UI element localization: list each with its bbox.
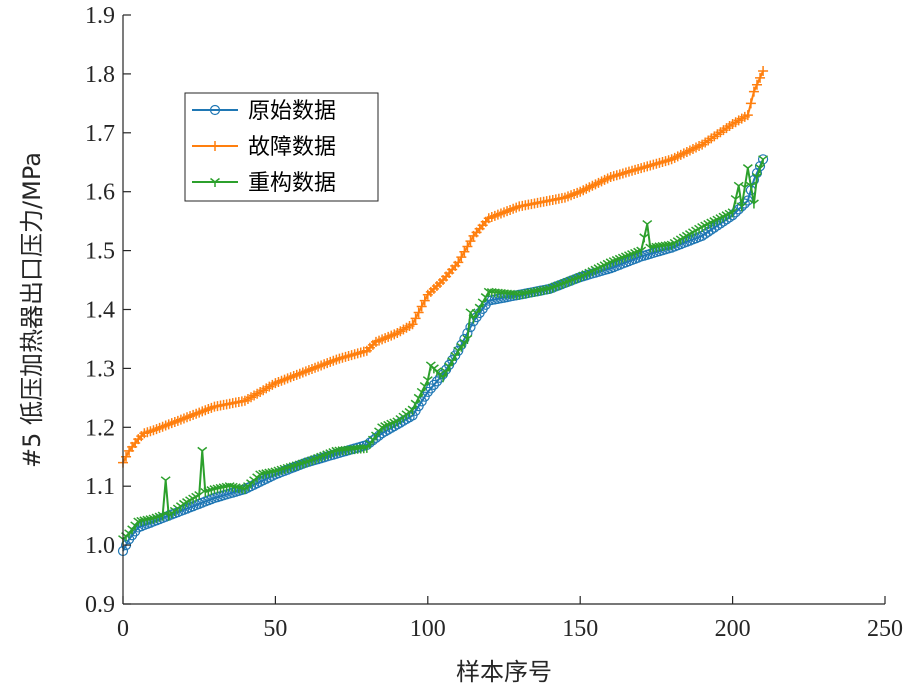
y-tick-label: 1.1: [85, 474, 115, 500]
series-tri_down: [118, 155, 769, 545]
data-point: [465, 322, 476, 333]
legend-label: 重构数据: [248, 171, 336, 196]
data-point: [194, 490, 205, 501]
data-point: [413, 307, 424, 318]
data-point: [428, 379, 439, 390]
data-point: [419, 295, 430, 306]
data-point: [745, 181, 756, 191]
data-point: [742, 164, 753, 174]
data-point: [755, 72, 766, 83]
y-tick-label: 1.4: [85, 298, 115, 324]
y-tick-label: 1.7: [85, 121, 115, 147]
data-point: [465, 236, 476, 247]
x-tick-label: 150: [562, 616, 598, 642]
legend-swatch-marker: [210, 141, 220, 151]
y-tick-label: 1.2: [85, 415, 115, 441]
y-tick-label: 1.5: [85, 239, 115, 265]
series-plus: [118, 65, 769, 468]
data-point: [751, 79, 762, 90]
data-point: [742, 110, 753, 121]
data-point: [157, 511, 168, 521]
data-point: [727, 208, 738, 218]
data-point: [407, 319, 418, 330]
x-tick-label: 250: [867, 616, 903, 642]
legend-label: 原始数据: [248, 99, 336, 124]
x-axis-title: 样本序号: [456, 658, 552, 686]
data-point: [422, 376, 433, 386]
data-point: [422, 386, 433, 398]
data-point: [636, 246, 647, 256]
legend-swatch-marker: [209, 104, 221, 116]
legend-swatch-marker: [210, 177, 220, 187]
data-point: [462, 334, 473, 344]
y-tick-label: 0.9: [85, 592, 115, 618]
y-tick-label: 1.6: [85, 180, 115, 206]
y-axis-title: #5 低压加热器出口压力/MPa: [18, 152, 46, 468]
data-point: [462, 241, 473, 252]
y-tick-label: 1.8: [85, 62, 115, 88]
data-point: [755, 164, 765, 174]
data-point: [416, 301, 427, 312]
data-point: [639, 233, 650, 243]
data-point: [748, 86, 759, 97]
data-point: [160, 476, 171, 486]
data-point: [197, 446, 208, 456]
legend-label: 故障数据: [248, 135, 336, 160]
data-point: [758, 155, 769, 165]
data-point: [745, 98, 756, 109]
data-point: [739, 198, 750, 209]
data-point: [425, 383, 436, 394]
y-tick-label: 1.0: [85, 533, 115, 559]
x-ticks: 0 50 100 150 200 250: [117, 596, 903, 642]
x-tick-label: 50: [263, 616, 287, 642]
x-tick-label: 100: [410, 616, 446, 642]
data-point: [736, 202, 747, 212]
y-ticks: 0.9 1.0 1.1 1.2 1.3 1.4 1.5 1.6 1.7 1.8 1.9: [85, 3, 131, 618]
data-point: [456, 252, 467, 263]
x-tick-label: 0: [117, 616, 129, 642]
data-point: [642, 220, 653, 230]
data-point: [453, 257, 464, 268]
data-point: [431, 376, 443, 387]
y-tick-label: 1.9: [85, 3, 115, 29]
data-point: [730, 194, 741, 205]
data-point: [758, 65, 769, 76]
x-tick-label: 200: [715, 616, 751, 642]
y-tick-label: 1.3: [85, 356, 115, 382]
data-point: [752, 172, 762, 182]
data-point: [410, 313, 421, 324]
data-point: [459, 246, 470, 257]
series-layer: [117, 65, 769, 557]
data-point: [748, 199, 759, 209]
